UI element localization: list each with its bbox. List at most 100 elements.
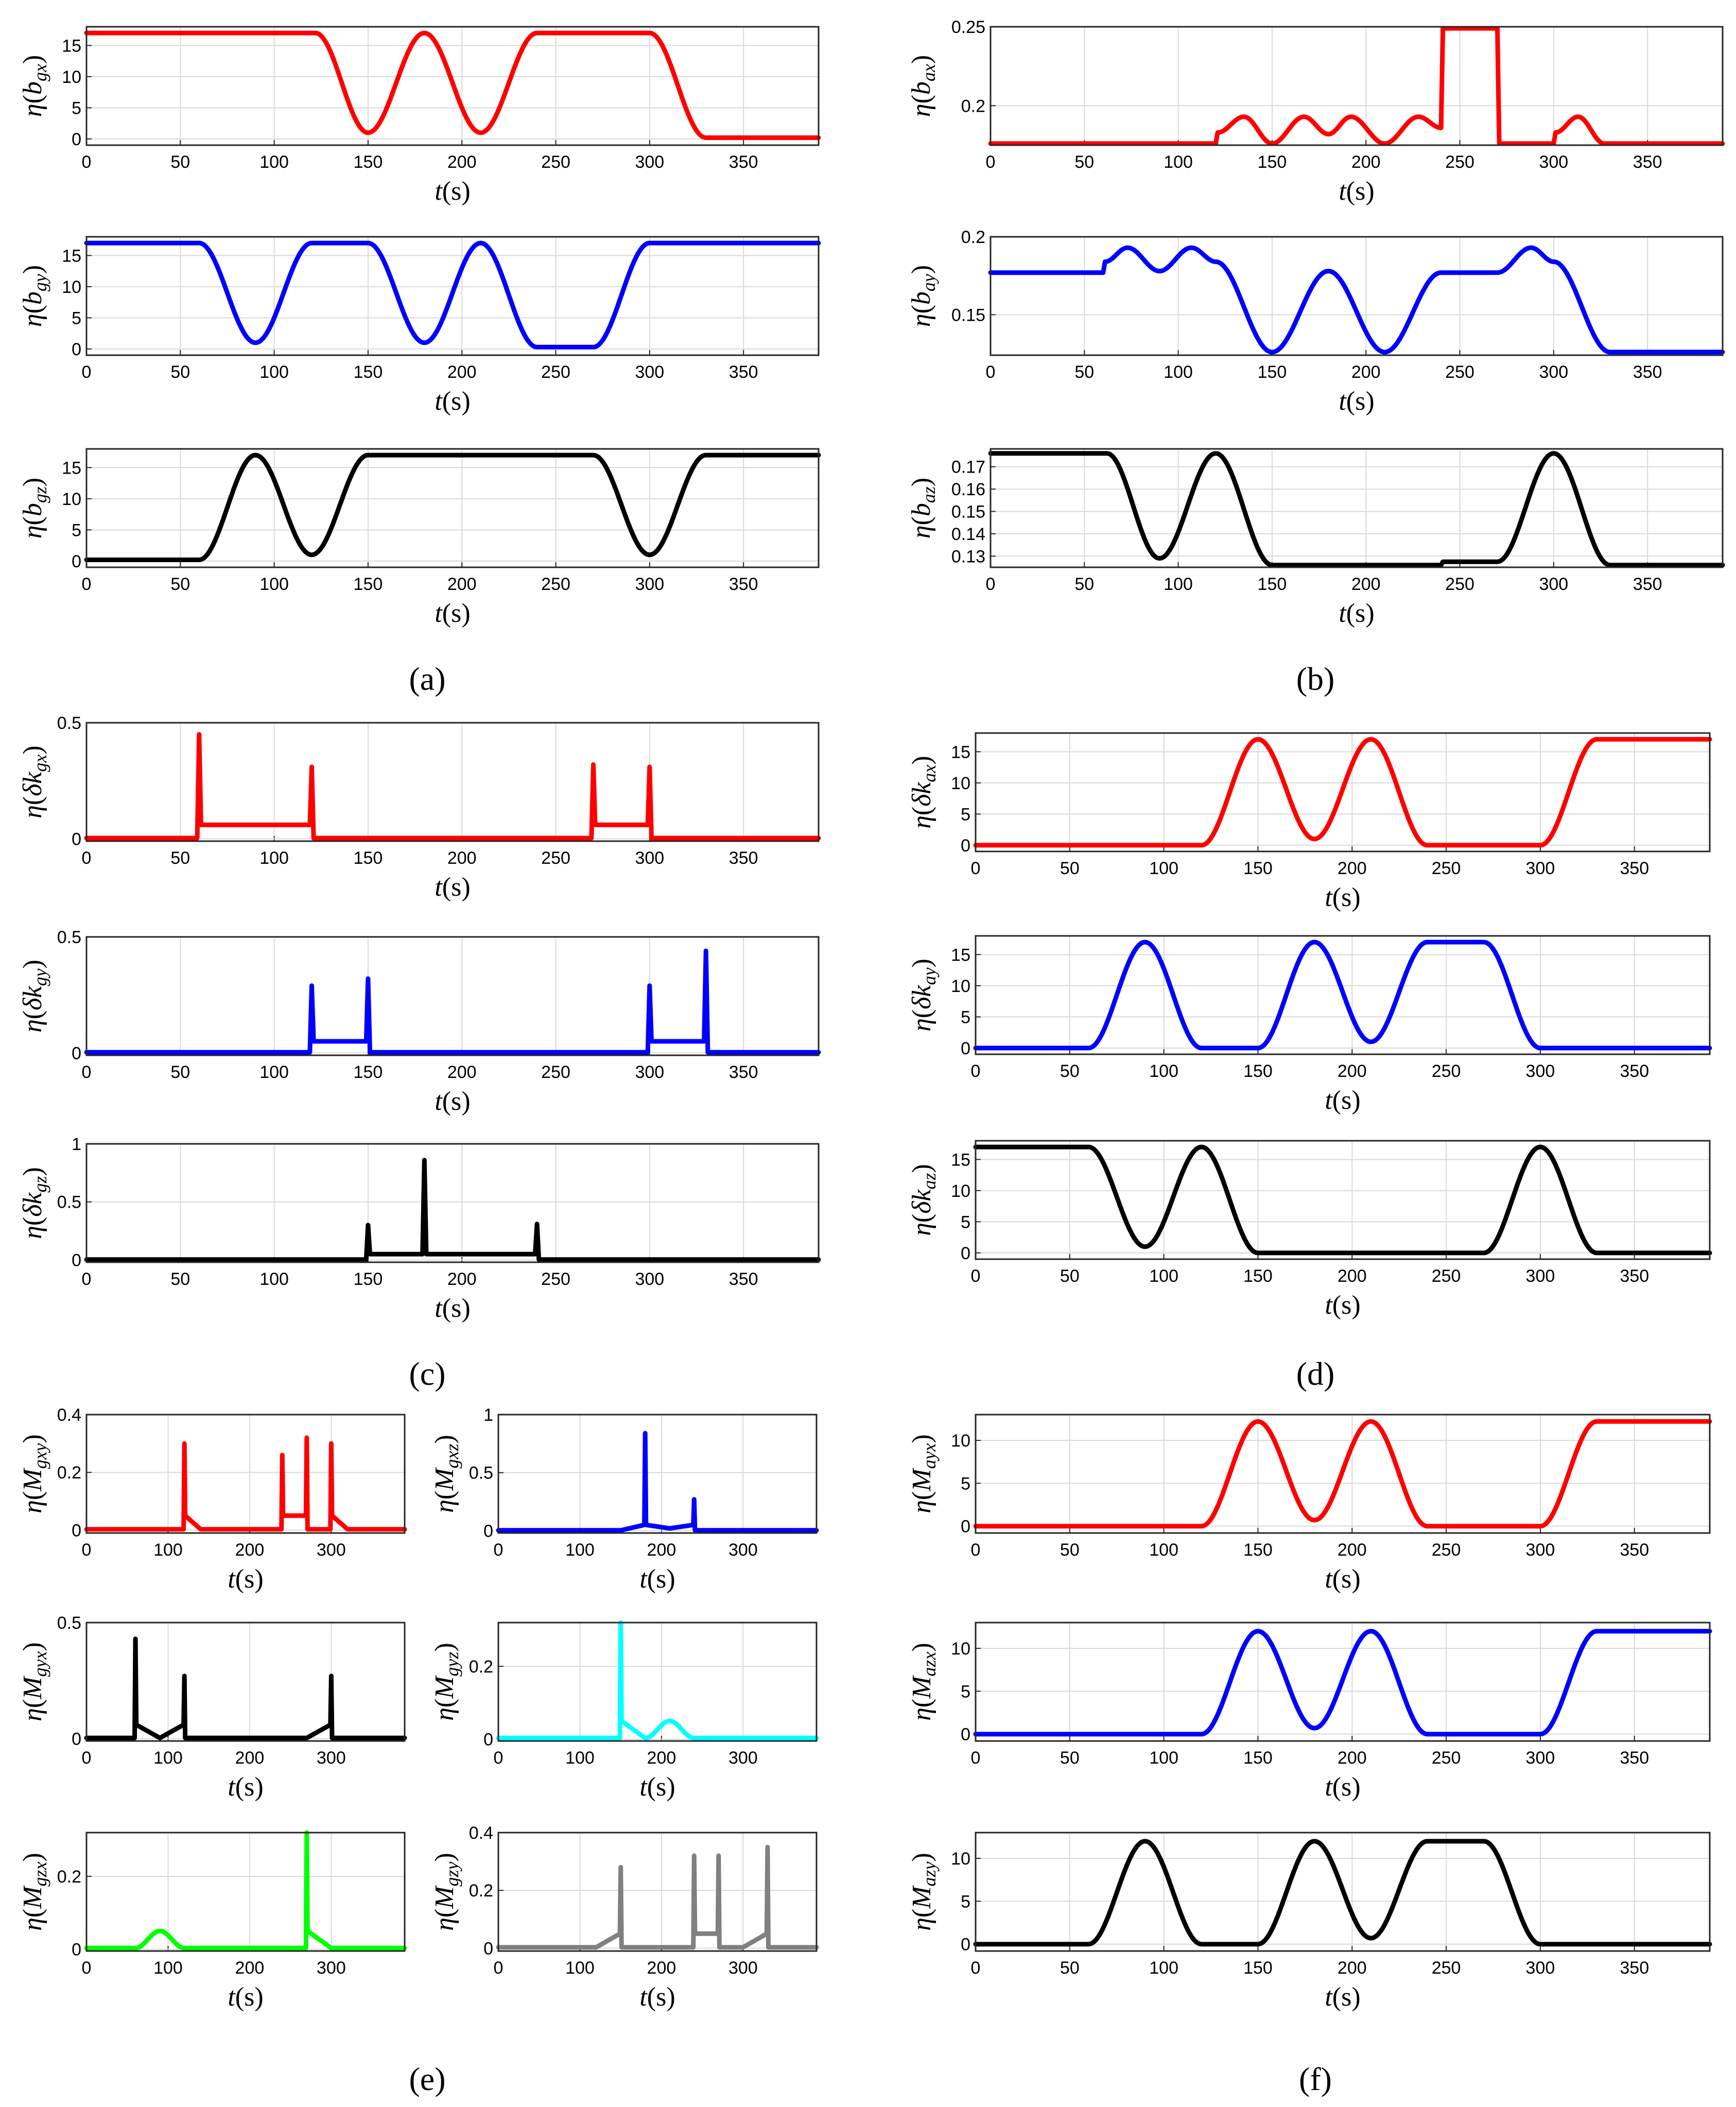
y-tick-label: 0.5 xyxy=(469,1464,493,1483)
y-tick-label: 0 xyxy=(961,1725,970,1745)
axes-frame xyxy=(975,1832,1711,1952)
series-line-dkax xyxy=(973,737,1712,848)
subplot-mazx: 0 50 100 150 200 250 300 350 0 5 10 t(s) η(Mazx) xyxy=(907,1622,1712,1802)
y-tick-label: 1 xyxy=(483,1405,493,1425)
y-tick-label: 0.4 xyxy=(469,1823,493,1843)
x-tick-label: 250 xyxy=(1445,574,1474,594)
x-axis-label: t(s) xyxy=(1325,1982,1360,2012)
y-tick-label: 0 xyxy=(961,1935,970,1955)
x-tick-label: 250 xyxy=(1432,1540,1461,1560)
series-line-mayx xyxy=(973,1419,1712,1529)
x-tick-label: 100 xyxy=(153,1540,183,1560)
x-tick-label: 150 xyxy=(1258,362,1287,382)
y-axis-label: η(δkgz) xyxy=(18,1167,50,1239)
series-line-dkgy xyxy=(84,948,821,1055)
x-tick-label: 300 xyxy=(1539,574,1568,594)
y-tick-label: 15 xyxy=(62,458,81,478)
series-line-mazx xyxy=(973,1629,1712,1737)
x-tick-label: 50 xyxy=(170,362,190,382)
x-tick-label: 300 xyxy=(728,1958,758,1978)
axes-frame xyxy=(989,448,1724,568)
x-tick-label: 0 xyxy=(494,1540,504,1560)
x-tick-label: 0 xyxy=(82,1269,92,1289)
x-tick-label: 100 xyxy=(1164,574,1193,594)
subplot-mgyx: 0 100 200 300 0 0.5 t(s) η(Mgyx) xyxy=(18,1613,407,1802)
x-tick-label: 350 xyxy=(1633,152,1662,172)
x-tick-label: 100 xyxy=(1164,152,1193,172)
y-tick-label: 0.2 xyxy=(57,1463,81,1483)
x-axis-label: t(s) xyxy=(1325,1291,1360,1320)
y-tick-label: 0 xyxy=(72,1729,81,1749)
x-tick-label: 50 xyxy=(1060,859,1080,878)
x-tick-label: 350 xyxy=(1633,362,1662,382)
y-tick-label: 5 xyxy=(961,1474,970,1493)
caption-e: (e) xyxy=(409,2061,445,2097)
x-axis-label: t(s) xyxy=(1339,177,1374,206)
x-axis-label: t(s) xyxy=(435,599,470,628)
y-tick-label: 5 xyxy=(72,520,81,540)
axes-frame xyxy=(497,1622,818,1742)
y-tick-label: 0 xyxy=(483,1939,493,1958)
x-tick-label: 200 xyxy=(447,574,477,594)
x-tick-label: 200 xyxy=(447,1269,477,1289)
x-tick-label: 0 xyxy=(971,1266,981,1286)
series-line-bgy xyxy=(84,240,821,350)
y-tick-label: 0.2 xyxy=(57,1867,81,1887)
x-tick-label: 0 xyxy=(82,1063,92,1082)
x-tick-label: 350 xyxy=(1620,1958,1649,1978)
x-tick-label: 200 xyxy=(1351,362,1381,382)
x-tick-label: 150 xyxy=(1243,1266,1273,1286)
y-tick-label: 15 xyxy=(62,36,81,56)
axes-frame xyxy=(85,722,820,842)
y-tick-label: 5 xyxy=(961,1682,970,1701)
subplot-bgy: 0 50 100 150 200 250 300 350 0 5 10 15 t(s) η(bgy) xyxy=(18,236,821,416)
x-tick-label: 50 xyxy=(1074,152,1094,172)
x-tick-label: 300 xyxy=(635,152,664,172)
y-tick-label: 10 xyxy=(62,277,81,297)
x-axis-label: t(s) xyxy=(228,1772,263,1802)
x-tick-label: 50 xyxy=(1074,362,1094,382)
y-tick-label: 0.5 xyxy=(57,1613,81,1633)
x-tick-label: 100 xyxy=(259,848,289,868)
x-axis-label: t(s) xyxy=(435,873,470,902)
subplot-dkay: 0 50 100 150 200 250 300 350 0 5 10 15 t(s) η(δkay) xyxy=(907,935,1712,1115)
x-tick-label: 350 xyxy=(729,152,758,172)
x-axis-label: t(s) xyxy=(639,1564,675,1594)
x-tick-label: 250 xyxy=(541,1063,570,1082)
x-tick-label: 100 xyxy=(259,574,289,594)
x-tick-label: 300 xyxy=(1539,362,1568,382)
y-tick-label: 0.5 xyxy=(57,928,81,947)
y-axis-label: η(Mgxy) xyxy=(18,1434,50,1513)
series-line-mgzx xyxy=(84,1830,407,1951)
x-tick-label: 200 xyxy=(1338,1540,1367,1560)
x-tick-label: 250 xyxy=(1445,362,1474,382)
subplot-dkgy: 0 50 100 150 200 250 300 350 0 0.5 t(s) η(δkgy) xyxy=(18,928,821,1116)
y-tick-label: 0 xyxy=(483,1521,493,1541)
x-tick-label: 350 xyxy=(729,362,758,382)
x-tick-label: 250 xyxy=(1445,152,1474,172)
y-axis-label: η(Mazx) xyxy=(907,1643,940,1721)
x-tick-label: 200 xyxy=(447,152,477,172)
series-line-dkgx xyxy=(84,732,821,841)
y-tick-label: 10 xyxy=(951,1639,970,1659)
y-tick-label: 0 xyxy=(72,340,81,359)
x-axis-label: t(s) xyxy=(1325,1086,1360,1115)
subplot-dkax: 0 50 100 150 200 250 300 350 0 5 10 15 t(s) η(δkax) xyxy=(907,732,1712,912)
y-axis-label: η(Mgxz) xyxy=(430,1435,462,1513)
y-tick-label: 5 xyxy=(961,805,970,824)
x-tick-label: 50 xyxy=(170,152,190,172)
series-line-mazy xyxy=(973,1839,1712,1947)
subplot-bay: 0 50 100 150 200 250 300 350 0.15 0.2 t(s) η(bay) xyxy=(907,228,1725,416)
y-tick-label: 10 xyxy=(951,1849,970,1869)
y-tick-label: 15 xyxy=(951,742,970,762)
x-tick-label: 350 xyxy=(1620,1540,1649,1560)
axes-frame xyxy=(975,732,1711,852)
x-tick-label: 50 xyxy=(1060,1061,1080,1081)
x-tick-label: 100 xyxy=(565,1540,595,1560)
x-axis-label: t(s) xyxy=(639,1982,675,2012)
x-tick-label: 200 xyxy=(235,1540,265,1560)
x-axis-label: t(s) xyxy=(435,177,470,206)
x-tick-label: 0 xyxy=(971,859,981,878)
y-tick-label: 0.25 xyxy=(951,18,985,37)
x-tick-label: 300 xyxy=(1526,859,1555,878)
